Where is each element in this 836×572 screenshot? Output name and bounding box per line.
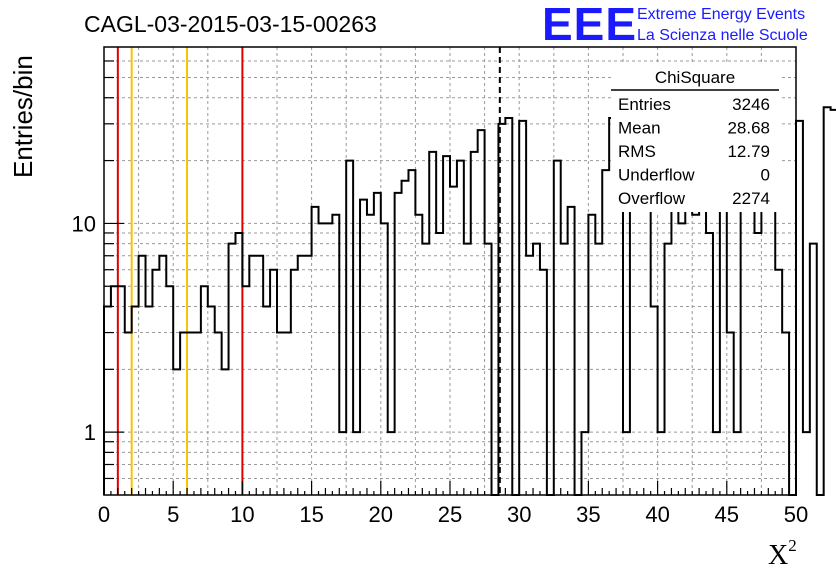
x-axis-ticks: 0 5 10 15 20 25 30 35 40 45 50 bbox=[98, 481, 808, 527]
stats-row-label: Underflow bbox=[618, 166, 695, 185]
x-tick-label: 40 bbox=[645, 502, 669, 527]
stats-row-value: 28.68 bbox=[727, 119, 770, 138]
eee-logo: EEE Extreme Energy Events La Scienza nel… bbox=[542, 0, 808, 50]
logo-line-2: La Scienza nelle Scuole bbox=[637, 27, 808, 44]
stats-row-label: Overflow bbox=[618, 189, 686, 208]
x-tick-label: 35 bbox=[576, 502, 600, 527]
y-axis-title: Entries/bin bbox=[8, 55, 38, 178]
logo-mark: EEE bbox=[542, 0, 637, 50]
x-axis-title-superscript: 2 bbox=[788, 536, 797, 555]
plot-title: CAGL-03-2015-03-15-00263 bbox=[84, 11, 377, 37]
stats-row-label: Mean bbox=[618, 119, 661, 138]
stats-row-value: 12.79 bbox=[727, 142, 770, 161]
x-axis-title: X2 bbox=[768, 536, 797, 571]
y-tick-label: 10 bbox=[72, 211, 96, 236]
logo-line-1: Extreme Energy Events bbox=[637, 6, 805, 23]
stats-row-label: RMS bbox=[618, 142, 656, 161]
y-tick-label: 1 bbox=[84, 420, 96, 445]
stats-title: ChiSquare bbox=[655, 68, 735, 87]
histogram-series bbox=[103, 106, 836, 496]
x-axis-title-base: X bbox=[768, 540, 788, 571]
x-tick-label: 10 bbox=[230, 502, 254, 527]
stats-row-label: Entries bbox=[618, 95, 671, 114]
x-tick-label: 0 bbox=[98, 502, 110, 527]
stats-box: ChiSquare Entries 3246 Mean 28.68 RMS 12.79 Un… bbox=[611, 62, 779, 212]
x-tick-label: 20 bbox=[369, 502, 393, 527]
x-tick-label: 5 bbox=[167, 502, 179, 527]
stats-rows: Entries 3246 Mean 28.68 RMS 12.79 Underflow 0 Ov… bbox=[618, 95, 770, 208]
x-tick-label: 30 bbox=[507, 502, 531, 527]
x-tick-label: 45 bbox=[715, 502, 739, 527]
stats-box-background bbox=[611, 62, 779, 212]
x-tick-label: 50 bbox=[784, 502, 808, 527]
x-tick-label: 25 bbox=[438, 502, 462, 527]
stats-row-value: 2274 bbox=[732, 189, 770, 208]
x-tick-label: 15 bbox=[299, 502, 323, 527]
reference-lines bbox=[116, 47, 501, 495]
stats-row-value: 3246 bbox=[732, 95, 770, 114]
y-axis-ticks: 1 10 bbox=[72, 60, 124, 480]
stats-row-value: 0 bbox=[761, 166, 770, 185]
